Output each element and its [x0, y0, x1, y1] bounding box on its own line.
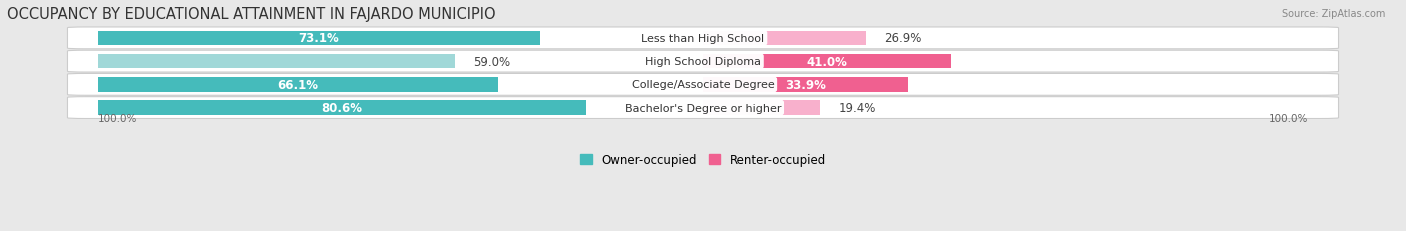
- Text: High School Diploma: High School Diploma: [645, 57, 761, 67]
- Text: 73.1%: 73.1%: [298, 32, 339, 45]
- Text: OCCUPANCY BY EDUCATIONAL ATTAINMENT IN FAJARDO MUNICIPIO: OCCUPANCY BY EDUCATIONAL ATTAINMENT IN F…: [7, 7, 495, 22]
- Text: College/Associate Degree: College/Associate Degree: [631, 80, 775, 90]
- FancyBboxPatch shape: [67, 28, 1339, 50]
- Text: 33.9%: 33.9%: [785, 79, 827, 91]
- Text: 59.0%: 59.0%: [472, 55, 510, 68]
- Text: 66.1%: 66.1%: [277, 79, 318, 91]
- Bar: [98, 32, 540, 46]
- Text: 26.9%: 26.9%: [884, 32, 921, 45]
- Text: 41.0%: 41.0%: [807, 55, 848, 68]
- Text: 100.0%: 100.0%: [98, 113, 138, 123]
- Text: 19.4%: 19.4%: [838, 102, 876, 115]
- Bar: [703, 55, 950, 69]
- Bar: [703, 78, 908, 92]
- Text: Bachelor's Degree or higher: Bachelor's Degree or higher: [624, 103, 782, 113]
- Bar: [98, 101, 585, 115]
- Text: 100.0%: 100.0%: [1268, 113, 1308, 123]
- Text: Source: ZipAtlas.com: Source: ZipAtlas.com: [1281, 9, 1385, 19]
- Bar: [98, 55, 456, 69]
- Bar: [703, 32, 866, 46]
- FancyBboxPatch shape: [67, 74, 1339, 96]
- Legend: Owner-occupied, Renter-occupied: Owner-occupied, Renter-occupied: [575, 149, 831, 171]
- Bar: [98, 78, 498, 92]
- FancyBboxPatch shape: [67, 51, 1339, 73]
- Text: 80.6%: 80.6%: [321, 102, 363, 115]
- Bar: [703, 101, 821, 115]
- Text: Less than High School: Less than High School: [641, 34, 765, 44]
- FancyBboxPatch shape: [67, 97, 1339, 119]
